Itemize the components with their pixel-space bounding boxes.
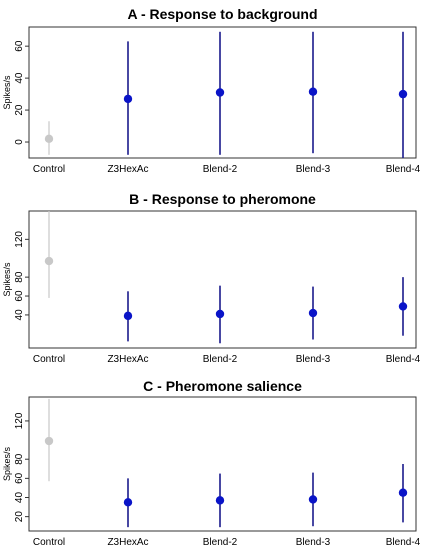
panel-a-title: A - Response to background	[127, 6, 317, 22]
panel-b-ytick-label: 40	[14, 309, 25, 321]
panel-b-ytick-label: 120	[14, 231, 25, 248]
panel-c-point-blend-2	[215, 496, 225, 505]
panel-c-ytick-label: 60	[14, 472, 25, 484]
panel-c-ylabel: Spikes/s	[2, 446, 12, 481]
panel-a-category-label: Control	[33, 164, 65, 175]
panel-c-chart: C - Pheromone salience 20 40 60 80 120 Spikes/…	[2, 378, 421, 548]
panel-c-category-label: Blend-2	[203, 537, 238, 548]
panel-a-point-z3hexac	[123, 94, 133, 104]
panel-b-point-blend-3	[308, 308, 318, 318]
panel-c-point-blend-3	[308, 495, 318, 504]
panel-c-point-z3hexac	[123, 498, 133, 507]
panel-c-ytick-label: 120	[14, 412, 25, 429]
panel-a-ytick-label: 40	[14, 72, 25, 84]
panel-b-ytick-label: 60	[14, 290, 25, 302]
panel-b-ylabel: Spikes/s	[2, 262, 12, 297]
panel-c-category-label: Blend-3	[296, 537, 331, 548]
panel-b-point-blend-2	[215, 309, 225, 319]
panel-c-plot-frame	[28, 396, 417, 532]
panel-c-ytick-label: 80	[14, 453, 25, 465]
panel-a-chart: A - Response to background 0 20 40 60 Spikes/…	[2, 6, 421, 175]
panel-a-ytick-label: 60	[14, 40, 25, 52]
panel-a-category-label: Blend-2	[203, 164, 238, 175]
panel-c-title: C - Pheromone salience	[143, 378, 302, 394]
panel-a-point-blend-2	[215, 88, 225, 97]
panel-b-point-control	[44, 256, 54, 266]
panel-a-plot-frame	[28, 26, 417, 159]
panel-b-point-blend-4	[398, 302, 408, 311]
panel-c-point-control	[44, 436, 54, 446]
panel-c-category-label: Blend-4	[386, 537, 421, 548]
panel-b-title: B - Response to pheromone	[129, 191, 316, 207]
panel-c-category-label: Z3HexAc	[107, 537, 148, 548]
panel-a-ytick-label: 20	[14, 104, 25, 116]
panel-a-category-label: Blend-4	[386, 164, 421, 175]
panel-b-category-label: Blend-2	[203, 354, 238, 365]
panel-c-ytick-label: 40	[14, 492, 25, 504]
panel-b-chart: B - Response to pheromone 40 60 80 120 Spikes…	[2, 191, 421, 365]
panel-a-point-blend-4	[398, 89, 408, 99]
panel-c-category-label: Control	[33, 537, 65, 548]
panel-a-ytick-label: 0	[14, 139, 25, 145]
panel-c-point-blend-4	[398, 488, 408, 497]
panel-a-category-label: Blend-3	[296, 164, 331, 175]
panel-b-category-label: Z3HexAc	[107, 354, 148, 365]
panel-b-category-label: Blend-4	[386, 354, 421, 365]
panel-a-category-label: Z3HexAc	[107, 164, 148, 175]
panel-a-ylabel: Spikes/s	[2, 75, 12, 110]
panel-a-point-control	[44, 134, 54, 144]
panel-b-ytick-label: 80	[14, 271, 25, 283]
panel-c-ytick-label: 20	[14, 511, 25, 523]
panel-b-point-z3hexac	[123, 311, 133, 321]
panel-b-plot-frame	[28, 210, 417, 349]
panel-b-category-label: Control	[33, 354, 65, 365]
panel-a-point-blend-3	[308, 87, 318, 96]
panel-b-category-label: Blend-3	[296, 354, 331, 365]
